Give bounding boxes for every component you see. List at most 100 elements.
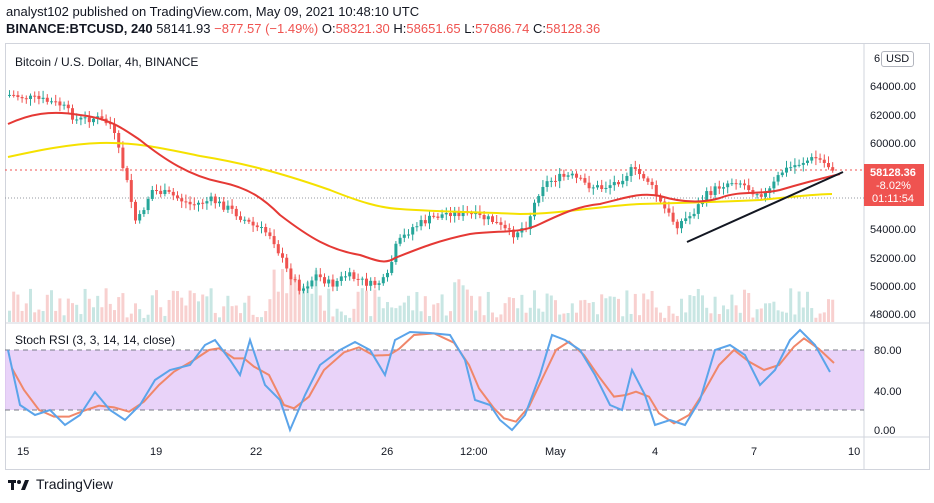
stoch-k-line — [7, 328, 831, 433]
candle-body — [785, 167, 788, 173]
volume-bar — [453, 282, 457, 322]
volume-bar — [814, 317, 818, 322]
volume-bar — [369, 316, 373, 322]
time-tick: 12:00 — [460, 446, 488, 458]
close-value: 58128.36 — [545, 21, 601, 36]
candle-body — [747, 185, 751, 191]
candle-body — [331, 279, 335, 287]
volume-bar — [297, 287, 301, 322]
volume-bar — [503, 303, 507, 322]
volume-bar — [314, 270, 318, 322]
candle-body — [680, 221, 683, 229]
volume-bar — [360, 288, 364, 322]
volume-bar — [171, 290, 175, 322]
currency-button[interactable]: USD — [881, 51, 915, 67]
volume-bar — [621, 316, 625, 322]
publisher-line: analyst102 published on TradingView.com,… — [6, 4, 420, 19]
volume-bar — [96, 295, 100, 322]
price-tag-timer: 01:11:54 — [872, 193, 914, 205]
volume-bar — [726, 309, 730, 322]
volume-bar — [205, 296, 209, 322]
volume-bar — [650, 290, 654, 322]
candle-body — [806, 160, 809, 163]
candle-body — [646, 178, 650, 182]
candle-body — [180, 198, 184, 202]
volume-bar — [566, 313, 570, 322]
stoch-tick: 80.00 — [874, 345, 902, 357]
candle-body — [507, 228, 511, 230]
volume-bar — [709, 313, 713, 322]
candle-body — [377, 283, 381, 285]
volume-bar — [20, 310, 24, 322]
candle-body — [495, 221, 499, 223]
volume-bar — [213, 312, 217, 322]
candle-body — [440, 214, 444, 218]
volume-bar — [793, 314, 797, 322]
candle-body — [306, 286, 310, 289]
volume-bar — [734, 305, 738, 322]
candle-body — [436, 216, 440, 218]
volume-bar — [554, 300, 557, 322]
candle-body — [390, 262, 394, 273]
volume-bar — [642, 293, 646, 322]
volume-bar — [461, 285, 465, 322]
volume-bar — [419, 311, 423, 322]
volume-bar — [680, 298, 683, 322]
volume-bar — [150, 295, 154, 322]
volume-bar — [302, 286, 305, 322]
time-axis[interactable]: 15 19 22 26 12:00 May 4 7 10 — [17, 446, 860, 458]
candle-body — [293, 279, 297, 281]
volume-bar — [29, 288, 32, 322]
candle-body — [411, 227, 415, 235]
volume-bar — [12, 291, 16, 322]
candle-body — [197, 202, 200, 205]
volume-bar — [230, 306, 234, 322]
candle-body — [570, 173, 574, 176]
volume-bar — [50, 290, 53, 322]
candle-body — [486, 216, 490, 220]
volume-bar — [696, 288, 700, 322]
candle-body — [281, 253, 284, 258]
candle-body — [150, 190, 154, 199]
volume-bar — [394, 308, 398, 322]
candle-body — [310, 280, 314, 287]
volume-bar — [45, 294, 49, 322]
volume-bar — [243, 302, 247, 322]
volume-bar — [142, 317, 146, 322]
volume-bar — [201, 294, 205, 322]
volume-bar — [180, 297, 184, 322]
candle-body — [79, 117, 83, 120]
candle-body — [37, 95, 41, 99]
volume-bar — [264, 311, 268, 322]
price-tick: 62000.00 — [870, 110, 916, 122]
volume-bar — [831, 299, 835, 322]
volume-bar — [138, 309, 142, 322]
candle-body — [398, 237, 402, 244]
candle-body — [24, 98, 28, 100]
footer-brand[interactable]: TradingView — [8, 476, 113, 492]
chart-frame[interactable] — [5, 43, 930, 470]
volume-bar — [596, 314, 599, 322]
volume-bar — [759, 308, 763, 322]
candle-body — [213, 196, 217, 204]
candle-body — [230, 205, 234, 209]
volume-bar — [747, 293, 751, 322]
volume-bar — [524, 312, 528, 322]
volume-bar — [167, 299, 171, 322]
candle-body — [83, 117, 87, 119]
volume-bar — [104, 288, 108, 322]
volume-bar — [159, 307, 163, 322]
candle-body — [579, 177, 583, 179]
volume-bar — [33, 312, 37, 322]
candle-body — [386, 272, 389, 278]
volume-bar — [58, 298, 62, 322]
candlesticks — [8, 90, 835, 295]
volume-bar — [667, 305, 671, 322]
candle-body — [285, 257, 289, 269]
candle-body — [20, 97, 24, 99]
trend-line[interactable] — [686, 171, 844, 243]
candle-body — [512, 229, 515, 238]
price-axis[interactable]: 6 64000.00 62000.00 60000.00 54000.00 52… — [870, 53, 916, 321]
stoch-axis[interactable]: 80.00 40.00 0.00 — [874, 345, 902, 437]
